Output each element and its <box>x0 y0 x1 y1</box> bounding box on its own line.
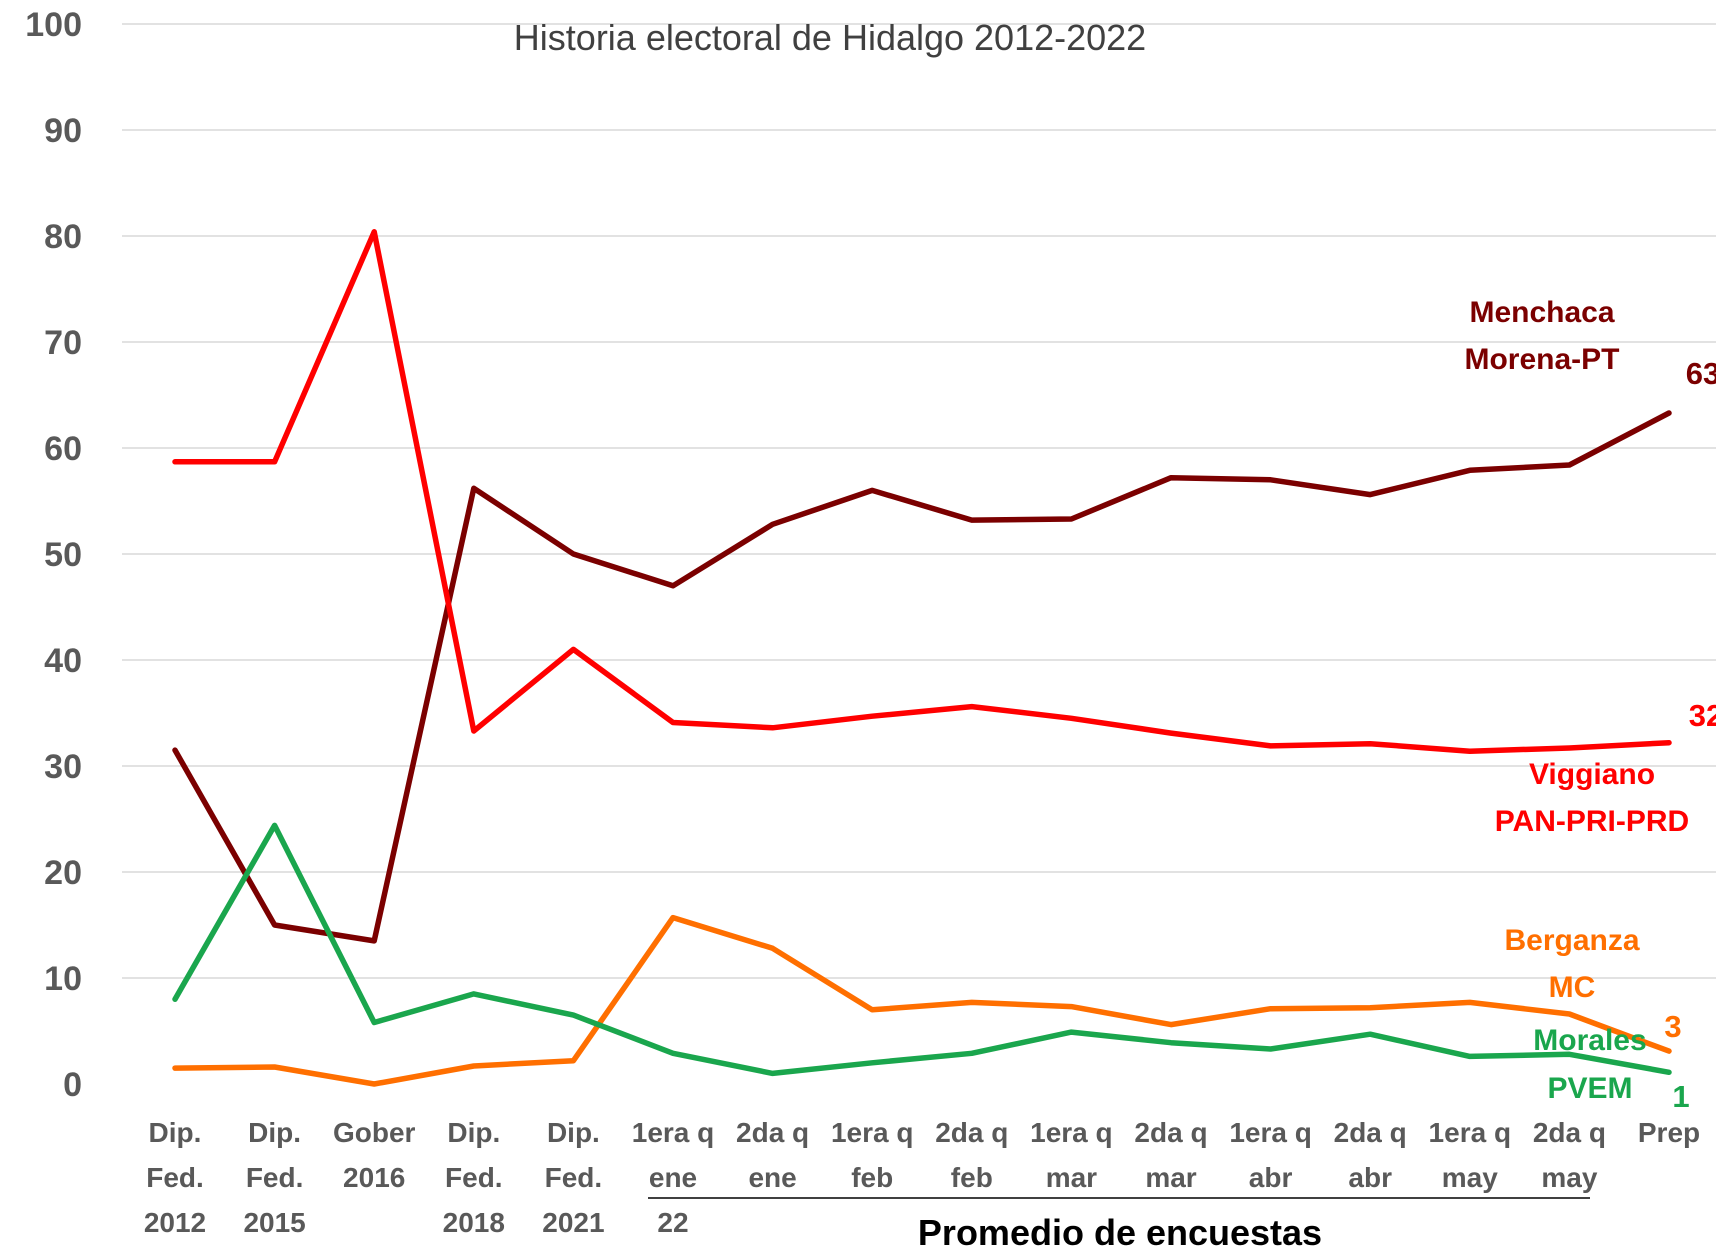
series-label: Viggiano <box>1529 758 1655 791</box>
x-tick-label: Prep <box>1638 1117 1700 1148</box>
x-tick-label: 1era q mar <box>1030 1117 1113 1193</box>
x-tick-label: Dip. Fed. 2015 <box>243 1117 305 1238</box>
series-label: Morena-PT <box>1464 343 1619 376</box>
y-tick-label: 100 <box>25 6 82 44</box>
x-tick-label: Dip. Fed. 2021 <box>542 1117 604 1238</box>
y-tick-label: 60 <box>44 430 82 468</box>
chart-title: Historia electoral de Hidalgo 2012-2022 <box>514 17 1146 58</box>
y-tick-label: 10 <box>44 960 82 998</box>
y-tick-label: 20 <box>44 854 82 892</box>
x-tick-label: Gober 2016 <box>333 1117 416 1193</box>
series-end-value: 1 <box>1672 1079 1689 1114</box>
series-label: Berganza <box>1504 924 1639 957</box>
series-label: Menchaca <box>1469 296 1614 329</box>
x-tick-label: 1era q feb <box>831 1117 914 1193</box>
y-tick-label: 70 <box>44 324 82 362</box>
y-tick-label: 40 <box>44 642 82 680</box>
y-tick-label: 90 <box>44 112 82 150</box>
series-label: Morales <box>1533 1024 1646 1057</box>
x-tick-label: 2da q abr <box>1334 1117 1407 1193</box>
series-label: MC <box>1549 971 1596 1004</box>
x-tick-label: Dip. Fed. 2018 <box>443 1117 505 1238</box>
series-end-value: 32 <box>1689 698 1716 733</box>
gridlines <box>122 23 1716 979</box>
series-label: PVEM <box>1547 1072 1632 1105</box>
x-tick-label: 1era q may <box>1429 1117 1512 1193</box>
series-end-value: 63 <box>1686 356 1716 391</box>
x-tick-label: 2da q mar <box>1134 1117 1207 1193</box>
series-lines <box>172 229 1672 1087</box>
y-tick-label: 30 <box>44 748 82 786</box>
y-tick-label: 50 <box>44 536 82 574</box>
x-tick-label: 2da q may <box>1533 1117 1606 1193</box>
series-line-menchaca <box>172 410 1672 944</box>
series-line-berganza <box>172 914 1672 1087</box>
x-tick-label: 1era q ene 22 <box>632 1117 715 1238</box>
series-end-value: 3 <box>1664 1009 1681 1044</box>
x-axis-ticks: Dip. Fed. 2012 Dip. Fed. 2015 Gober 2016 Dip. Fed… <box>144 1117 1700 1238</box>
y-tick-label: 0 <box>63 1066 82 1104</box>
x-tick-label: 2da q feb <box>935 1117 1008 1193</box>
x-tick-label: 1era q abr <box>1229 1117 1312 1193</box>
series-line-viggiano <box>172 229 1672 754</box>
series-annotations: Menchaca Morena-PT 63 Viggiano PAN-PRI-PRD 32… <box>1464 296 1716 1114</box>
y-tick-label: 80 <box>44 218 82 256</box>
x-group-label: Promedio de encuestas <box>918 1212 1322 1253</box>
series-line-morales <box>172 822 1672 1077</box>
series-label: PAN-PRI-PRD <box>1495 805 1689 838</box>
x-tick-label: 2da q ene <box>736 1117 809 1193</box>
y-axis-ticks: 0 10 20 30 40 50 60 70 80 90 100 <box>25 6 82 1104</box>
x-tick-label: Dip. Fed. 2012 <box>144 1117 206 1238</box>
